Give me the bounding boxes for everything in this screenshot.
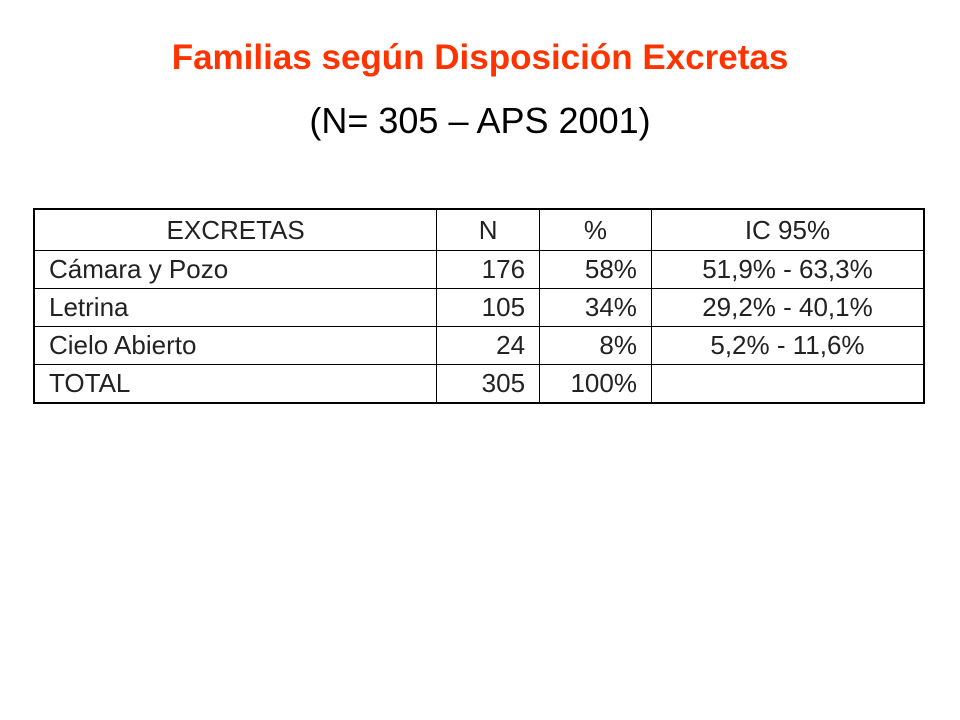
- table-cell: 105: [436, 288, 541, 327]
- table-row: Cámara y Pozo 176 58% 51,9% - 63,3%: [33, 250, 925, 289]
- column-header: IC 95%: [650, 208, 925, 251]
- table-body: Cámara y Pozo 176 58% 51,9% - 63,3% Letrina 1…: [33, 250, 925, 404]
- table-cell: 100%: [539, 364, 652, 404]
- table-row: Cielo Abierto 24 8% 5,2% - 11,6%: [33, 326, 925, 365]
- title: Familias según Disposición Excretas: [171, 38, 789, 77]
- subtitle: (N= 305 – APS 2001): [309, 100, 651, 141]
- table-cell: 58%: [539, 250, 652, 289]
- table-cell: 176: [436, 250, 541, 289]
- column-header: N: [436, 208, 541, 251]
- table: EXCRETAS N% IC 95% Cámara y Pozo 176 58% 51,9…: [33, 208, 925, 404]
- table-cell: TOTAL: [33, 364, 438, 404]
- table-row: Letrina 105 34% 29,2% - 40,1%: [33, 288, 925, 327]
- column-header: EXCRETAS: [33, 208, 438, 251]
- table-cell: Cámara y Pozo: [33, 250, 438, 289]
- table-row: TOTAL 305 100%: [33, 364, 925, 404]
- table-cell: 24: [436, 326, 541, 365]
- table-cell: Letrina: [33, 288, 438, 327]
- table-cell: 29,2% - 40,1%: [650, 288, 925, 327]
- table-cell: 8%: [539, 326, 652, 365]
- table-cell: [650, 364, 925, 404]
- table-cell: Cielo Abierto: [33, 326, 438, 365]
- table-cell: 305: [436, 364, 541, 404]
- table-cell: 51,9% - 63,3%: [650, 250, 925, 289]
- column-header: %: [539, 208, 652, 251]
- table-cell: 34%: [539, 288, 652, 327]
- table-cell: 5,2% - 11,6%: [650, 326, 925, 365]
- header-row: EXCRETAS N% IC 95%: [33, 208, 925, 251]
